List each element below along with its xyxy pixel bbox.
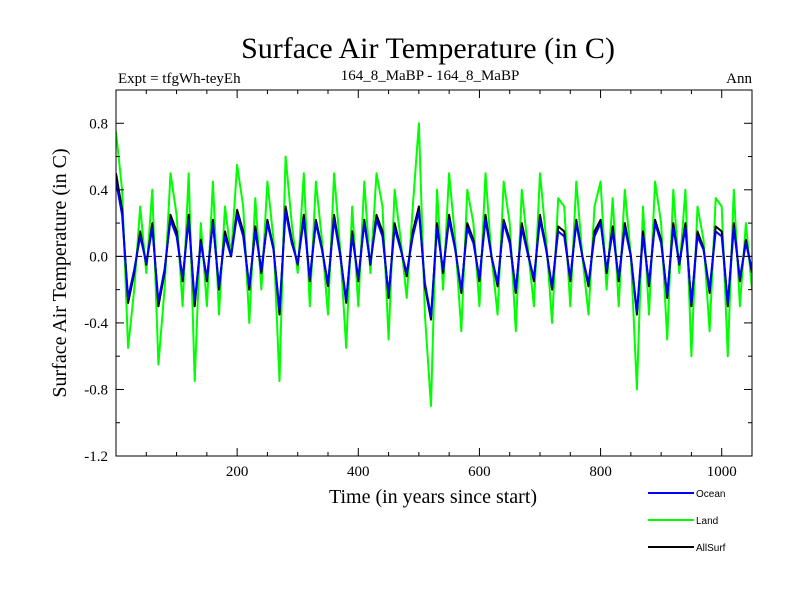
x-tick-label: 200: [226, 464, 249, 480]
legend-label-land: Land: [696, 516, 718, 527]
legend-label-ocean: Ocean: [696, 489, 725, 500]
series-line-ocean: [116, 181, 752, 318]
y-tick-label: -0.8: [84, 382, 108, 398]
series-layer: [116, 122, 752, 408]
y-tick-label: -1.2: [84, 449, 108, 465]
y-tick-label: 0.8: [89, 116, 108, 132]
legend-label-allsurf: AllSurf: [696, 543, 726, 554]
legend: Ocean Land AllSurf: [648, 489, 726, 554]
season-label: Ann: [726, 71, 752, 87]
x-axis-label: Time (in years since start): [329, 486, 537, 508]
y-tick-label: 0.0: [89, 249, 108, 265]
x-tick-label: 800: [589, 464, 612, 480]
experiment-label: Expt = tfgWh-teyEh: [118, 71, 241, 87]
y-tick-label: 0.4: [89, 183, 108, 199]
axis-layer: 200 400 600 800 1000 0.8 0.4 0.0 -0.4 -0.8 -1.2: [84, 89, 752, 480]
x-tick-label: 600: [468, 464, 491, 480]
run-comparison-label: 164_8_MaBP - 164_8_MaBP: [341, 68, 520, 84]
x-tick-label: 1000: [707, 464, 737, 480]
y-tick-label: -0.4: [84, 316, 108, 332]
x-tick-label: 400: [347, 464, 370, 480]
chart-title: Surface Air Temperature (in C): [241, 32, 615, 65]
plot-frame: [115, 89, 753, 457]
y-axis-label: Surface Air Temperature (in C): [49, 148, 71, 397]
